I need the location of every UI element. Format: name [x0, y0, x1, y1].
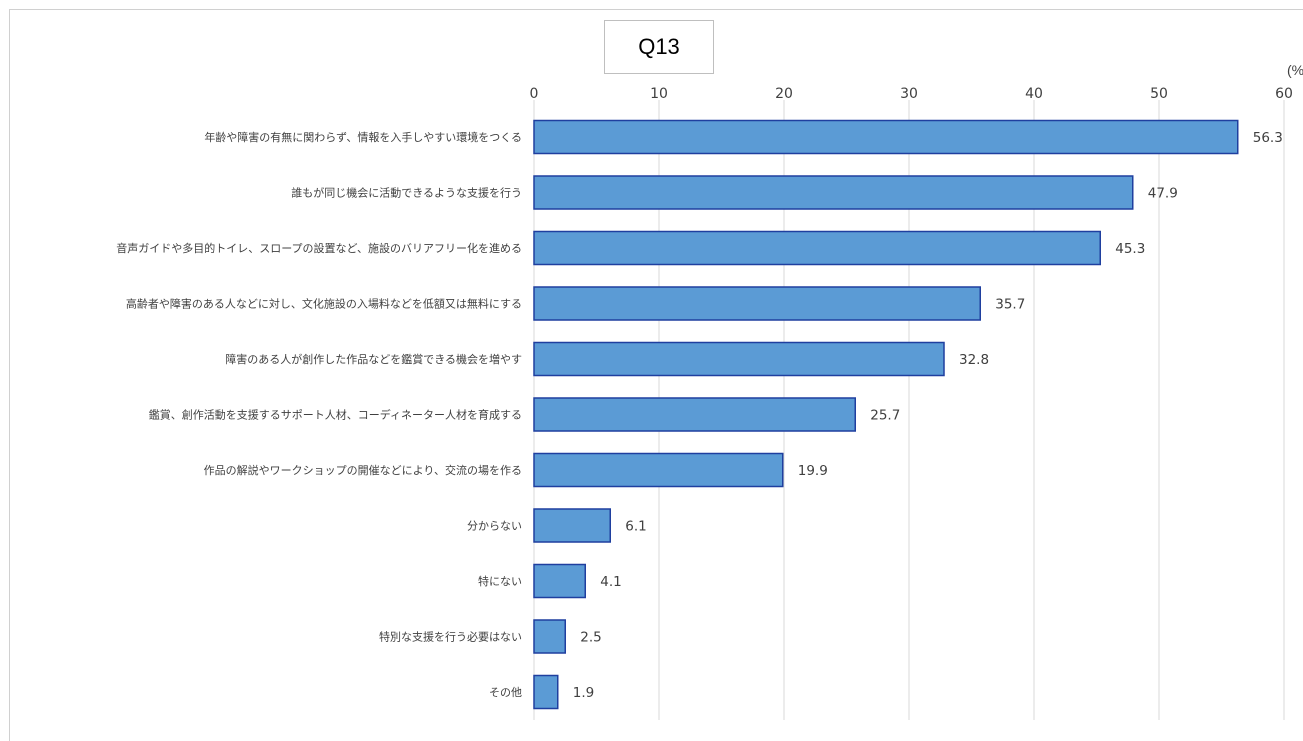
- category-label: 誰もが同じ機会に活動できるような支援を行う: [291, 186, 522, 200]
- value-label: 25.7: [870, 408, 900, 424]
- bar: [533, 119, 1239, 155]
- bar: [533, 563, 586, 599]
- x-tick-label: 50: [1150, 86, 1168, 102]
- x-tick-label: 30: [900, 86, 918, 102]
- category-label: 高齢者や障害のある人などに対し、文化施設の入場料などを低額又は無料にする: [126, 297, 522, 311]
- bar: [533, 619, 566, 654]
- category-labels: 年齢や障害の有無に関わらず、情報を入手しやすい環境をつくる誰もが同じ機会に活動で…: [116, 130, 522, 699]
- chart-frame: [9, 9, 1303, 741]
- category-label: 特別な支援を行う必要はない: [379, 630, 522, 644]
- chart-title: Q13: [604, 20, 714, 74]
- value-label: 2.5: [580, 630, 601, 646]
- category-label: 鑑賞、創作活動を支援するサポート人材、コーディネーター人材を育成する: [149, 408, 522, 422]
- bar: [533, 286, 981, 321]
- x-tick-label: 60: [1275, 86, 1293, 102]
- x-tick-label: 40: [1025, 86, 1043, 102]
- axis-unit-label: (%: [1287, 62, 1303, 78]
- category-label: 音声ガイドや多目的トイレ、スロープの設置など、施設のバリアフリー化を進める: [116, 241, 522, 255]
- x-tick-labels: 0 10 20 30 40 50 60: [530, 86, 1293, 102]
- bar: [533, 397, 856, 432]
- category-label: 作品の解説やワークショップの開催などにより、交流の場を作る: [204, 463, 522, 477]
- value-label: 32.8: [959, 352, 989, 368]
- bar: [533, 508, 611, 543]
- bar: [533, 452, 784, 488]
- x-tick-label: 0: [530, 86, 539, 102]
- category-label: その他: [489, 686, 522, 699]
- x-tick-label: 20: [775, 86, 793, 102]
- value-label: 56.3: [1253, 130, 1283, 146]
- bars: [533, 119, 1239, 710]
- category-label: 特にない: [478, 574, 522, 588]
- category-label: 年齢や障害の有無に関わらず、情報を入手しやすい環境をつくる: [204, 130, 522, 144]
- value-label: 6.1: [625, 519, 646, 535]
- category-label: 障害のある人が創作した作品などを鑑賞できる機会を増やす: [225, 352, 522, 366]
- bar: [533, 674, 559, 710]
- value-label: 45.3: [1115, 241, 1145, 257]
- bar: [533, 341, 945, 377]
- category-label: 分からない: [467, 520, 522, 533]
- value-label: 1.9: [573, 685, 594, 701]
- value-label: 35.7: [995, 297, 1025, 313]
- x-tick-label: 10: [650, 86, 668, 102]
- value-labels: 56.3 47.9 45.3 35.7 32.8 25.7 19.9 6.1 4.1 2.5 1.9: [573, 130, 1283, 701]
- value-label: 47.9: [1148, 186, 1178, 202]
- value-label: 19.9: [798, 463, 828, 479]
- value-label: 4.1: [600, 574, 621, 590]
- bar: [533, 230, 1101, 266]
- bar: [533, 175, 1134, 210]
